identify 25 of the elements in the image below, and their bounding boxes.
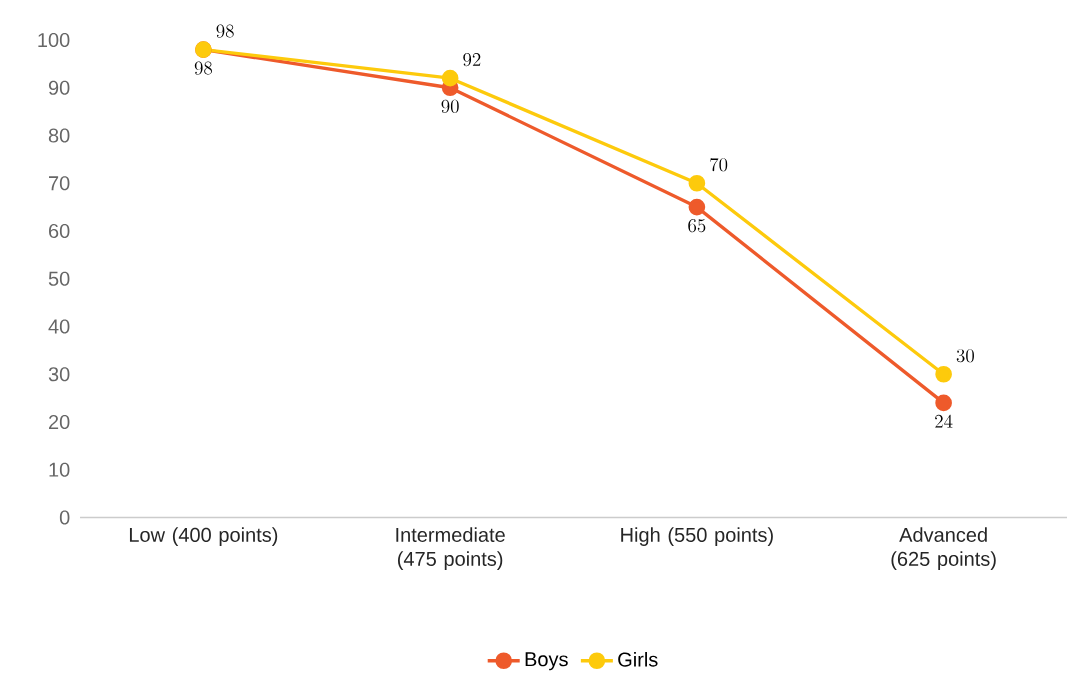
y-tick-label: 70 — [49, 176, 70, 191]
x-tick-label: Intermediate (475 points) — [396, 527, 505, 571]
x-tick-label: Advanced (625 points) — [891, 527, 996, 571]
data-label: 90 — [441, 99, 459, 114]
y-tick-label: 10 — [49, 462, 70, 478]
x-tick-label: High (550 points) — [621, 527, 773, 547]
y-tick-label: 50 — [48, 271, 70, 287]
y-tick-label: 60 — [49, 224, 70, 239]
x-tick-label: Low (400 points) — [129, 527, 278, 547]
y-tick-label: 30 — [48, 367, 70, 382]
data-label: 98 — [194, 61, 212, 75]
y-tick-label: 0 — [59, 510, 70, 525]
data-label: 70 — [710, 158, 728, 172]
data-label: 98 — [216, 24, 234, 38]
y-tick-label: 90 — [48, 80, 70, 96]
data-label: 30 — [956, 349, 974, 363]
y-tick-label: 20 — [49, 415, 70, 430]
data-label: 24 — [935, 414, 953, 428]
y-tick-label: 80 — [48, 128, 70, 143]
y-tick-label: 100 — [38, 33, 70, 48]
data-label: 65 — [688, 219, 706, 233]
legend-label: Boys — [525, 652, 568, 671]
y-tick-label: 40 — [48, 319, 70, 334]
legend-label: Girls — [618, 652, 658, 667]
data-label: 92 — [463, 53, 481, 67]
